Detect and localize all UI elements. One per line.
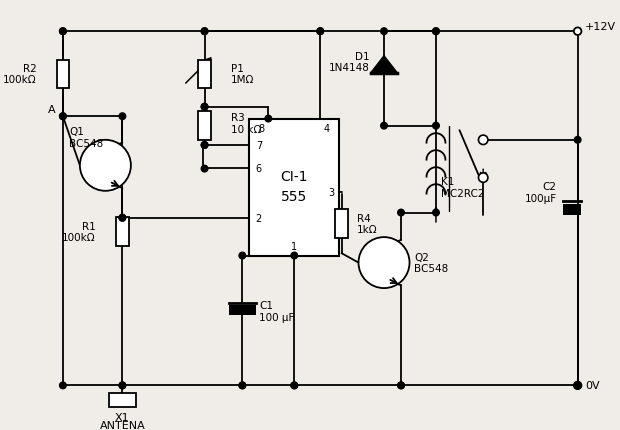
- Circle shape: [202, 29, 208, 35]
- Circle shape: [239, 252, 246, 259]
- Circle shape: [358, 237, 410, 289]
- Text: R3
10 kΩ: R3 10 kΩ: [231, 113, 262, 134]
- Circle shape: [119, 114, 126, 120]
- Circle shape: [433, 29, 439, 35]
- Circle shape: [479, 173, 488, 183]
- Bar: [109, 393, 136, 407]
- Polygon shape: [371, 57, 397, 74]
- Circle shape: [291, 382, 298, 389]
- Bar: [249, 119, 339, 256]
- Circle shape: [119, 215, 126, 221]
- Circle shape: [574, 28, 582, 36]
- Circle shape: [60, 114, 66, 120]
- Text: K1
MC2RC2: K1 MC2RC2: [441, 177, 484, 198]
- Circle shape: [239, 382, 246, 389]
- Text: 6: 6: [256, 163, 262, 173]
- Bar: [198, 112, 211, 141]
- Circle shape: [119, 215, 126, 221]
- Circle shape: [317, 29, 324, 35]
- Circle shape: [60, 382, 66, 389]
- Circle shape: [317, 29, 324, 35]
- Bar: [116, 218, 128, 246]
- Text: R1
100kΩ: R1 100kΩ: [63, 221, 96, 243]
- Circle shape: [381, 29, 388, 35]
- Circle shape: [202, 29, 208, 35]
- Text: X1: X1: [115, 412, 130, 421]
- Circle shape: [291, 382, 298, 389]
- Circle shape: [202, 104, 208, 111]
- Text: C1
100 μF: C1 100 μF: [259, 301, 294, 322]
- Circle shape: [119, 382, 126, 389]
- Text: 1: 1: [291, 242, 298, 252]
- Text: 4: 4: [324, 124, 330, 134]
- Circle shape: [433, 29, 439, 35]
- Circle shape: [60, 114, 66, 120]
- Bar: [229, 306, 255, 315]
- Text: A: A: [48, 104, 55, 114]
- Text: Q1
BC548: Q1 BC548: [69, 127, 104, 148]
- Text: 2: 2: [255, 213, 262, 223]
- Text: P1
1MΩ: P1 1MΩ: [231, 64, 254, 85]
- Circle shape: [291, 252, 298, 259]
- Circle shape: [60, 29, 66, 35]
- Text: R4
1kΩ: R4 1kΩ: [356, 213, 377, 235]
- Bar: [335, 210, 348, 238]
- Circle shape: [202, 142, 208, 149]
- Text: R2
100kΩ: R2 100kΩ: [3, 64, 37, 85]
- Circle shape: [397, 382, 404, 389]
- Circle shape: [433, 210, 439, 216]
- Circle shape: [397, 210, 404, 216]
- Circle shape: [202, 104, 208, 111]
- Text: Q2
BC548: Q2 BC548: [414, 252, 448, 274]
- Text: D1
1N4148: D1 1N4148: [329, 52, 370, 73]
- Text: 0V: 0V: [585, 381, 600, 390]
- Text: 3: 3: [329, 187, 335, 197]
- Circle shape: [80, 141, 131, 191]
- Bar: [562, 205, 582, 216]
- Circle shape: [202, 166, 208, 172]
- Circle shape: [397, 382, 404, 389]
- Circle shape: [479, 136, 488, 145]
- Bar: [57, 60, 69, 89]
- Circle shape: [60, 29, 66, 35]
- Circle shape: [574, 382, 581, 389]
- Circle shape: [119, 382, 126, 389]
- Circle shape: [574, 382, 582, 389]
- Circle shape: [202, 142, 208, 149]
- Circle shape: [574, 137, 581, 144]
- Bar: [198, 60, 211, 89]
- Text: ANTENA: ANTENA: [99, 420, 145, 430]
- Text: 8: 8: [259, 124, 265, 134]
- Text: C2
100μF: C2 100μF: [525, 181, 557, 203]
- Circle shape: [433, 123, 439, 130]
- Text: 555: 555: [281, 190, 308, 204]
- Text: +12V: +12V: [585, 22, 616, 32]
- Text: CI-1: CI-1: [280, 169, 308, 183]
- Circle shape: [381, 123, 388, 130]
- Circle shape: [239, 382, 246, 389]
- Circle shape: [265, 116, 272, 123]
- Text: 7: 7: [255, 141, 262, 150]
